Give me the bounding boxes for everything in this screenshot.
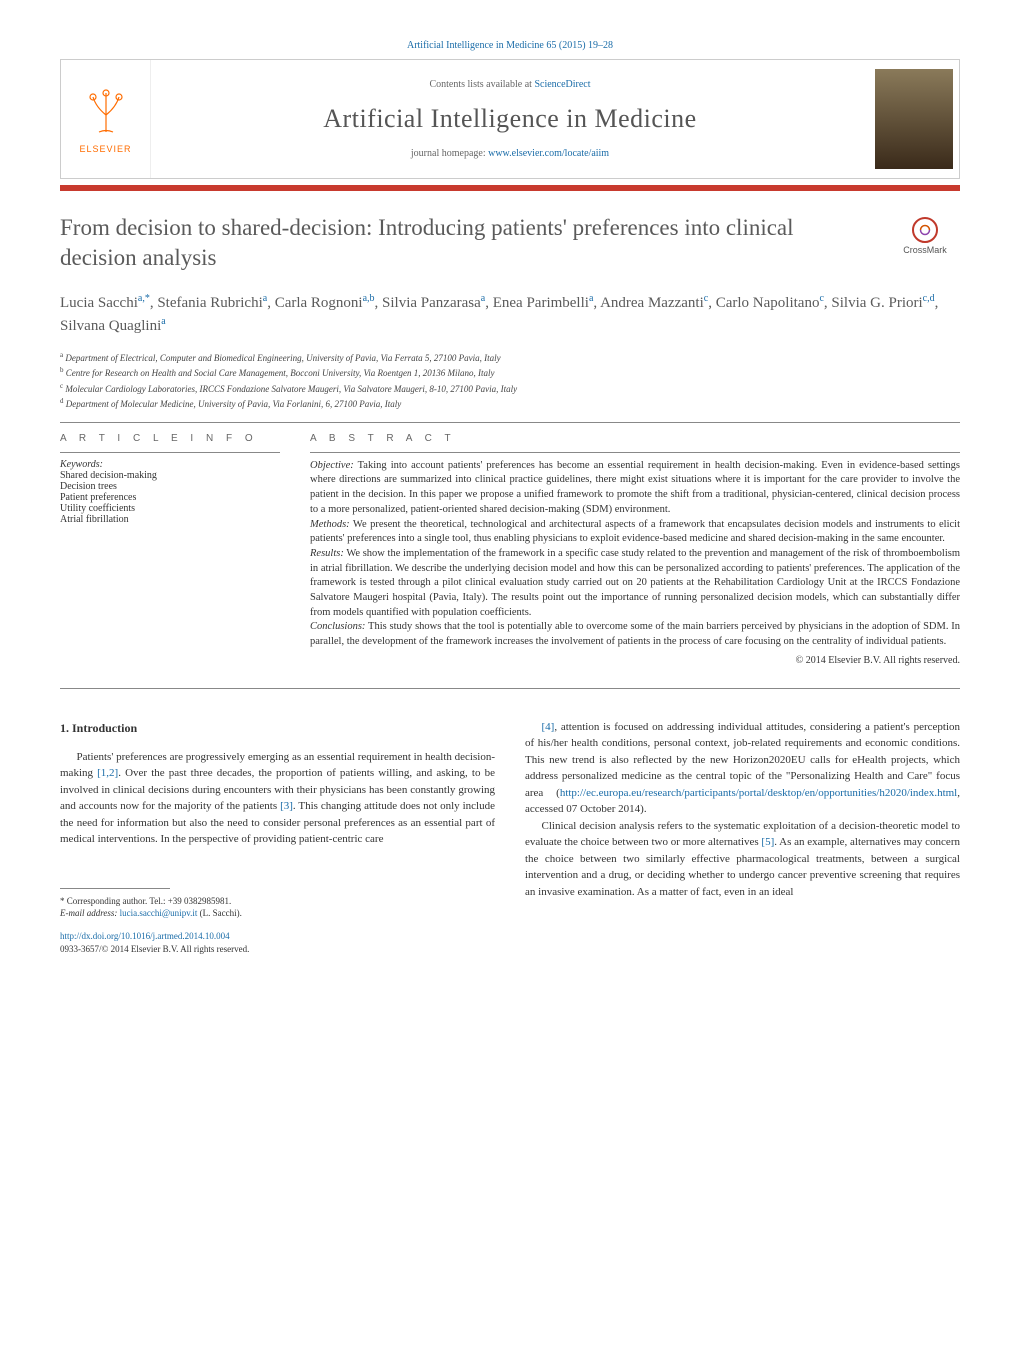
affiliation-item: b Centre for Research on Health and Soci… bbox=[60, 365, 960, 381]
abstract-label: A B S T R A C T bbox=[310, 433, 960, 444]
keywords-label: Keywords: bbox=[60, 452, 280, 470]
publisher-logo: ELSEVIER bbox=[61, 60, 151, 178]
doi-block: http://dx.doi.org/10.1016/j.artmed.2014.… bbox=[60, 930, 495, 957]
body-column-right: [4], attention is focused on addressing … bbox=[525, 719, 960, 957]
article-title: From decision to shared-decision: Introd… bbox=[60, 213, 870, 273]
abstract-conclusions: This study shows that the tool is potent… bbox=[310, 621, 960, 647]
journal-name: Artificial Intelligence in Medicine bbox=[161, 104, 859, 134]
issn-copyright: 0933-3657/© 2014 Elsevier B.V. All right… bbox=[60, 944, 249, 954]
body-column-left: 1. Introduction Patients' preferences ar… bbox=[60, 719, 495, 957]
sciencedirect-link[interactable]: ScienceDirect bbox=[534, 79, 590, 90]
accent-bar bbox=[60, 185, 960, 191]
article-info-label: A R T I C L E I N F O bbox=[60, 433, 280, 444]
affiliation-item: c Molecular Cardiology Laboratories, IRC… bbox=[60, 381, 960, 397]
keywords-container: Shared decision-makingDecision treesPati… bbox=[60, 470, 280, 525]
journal-cover bbox=[869, 60, 959, 178]
abstract-copyright: © 2014 Elsevier B.V. All rights reserved… bbox=[310, 654, 960, 668]
crossmark-badge[interactable]: CrossMark bbox=[890, 217, 960, 255]
abstract-text: Objective: Taking into account patients'… bbox=[310, 452, 960, 668]
citation-header: Artificial Intelligence in Medicine 65 (… bbox=[60, 40, 960, 51]
keyword-item: Atrial fibrillation bbox=[60, 514, 280, 525]
keyword-item: Utility coefficients bbox=[60, 503, 280, 514]
affiliation-item: d Department of Molecular Medicine, Univ… bbox=[60, 396, 960, 412]
keyword-item: Patient preferences bbox=[60, 492, 280, 503]
journal-homepage-link[interactable]: www.elsevier.com/locate/aiim bbox=[488, 148, 609, 159]
homepage-prefix: journal homepage: bbox=[411, 148, 488, 159]
footnote-separator bbox=[60, 888, 170, 889]
affiliations-list: a Department of Electrical, Computer and… bbox=[60, 350, 960, 412]
author-email-link[interactable]: lucia.sacchi@unipv.it bbox=[120, 908, 198, 918]
section-heading-introduction: 1. Introduction bbox=[60, 719, 495, 737]
abstract-objective: Taking into account patients' preference… bbox=[310, 460, 960, 515]
body-paragraph: Patients' preferences are progressively … bbox=[60, 749, 495, 848]
crossmark-icon bbox=[912, 217, 938, 243]
email-label: E-mail address: bbox=[60, 908, 120, 918]
affiliation-item: a Department of Electrical, Computer and… bbox=[60, 350, 960, 366]
email-suffix: (L. Sacchi). bbox=[197, 908, 241, 918]
corresponding-author-footnote: * Corresponding author. Tel.: +39 038298… bbox=[60, 895, 495, 920]
doi-link[interactable]: http://dx.doi.org/10.1016/j.artmed.2014.… bbox=[60, 931, 230, 941]
corresponding-line: * Corresponding author. Tel.: +39 038298… bbox=[60, 895, 495, 908]
publisher-name: ELSEVIER bbox=[79, 144, 131, 154]
crossmark-label: CrossMark bbox=[903, 245, 947, 255]
body-paragraph: [4], attention is focused on addressing … bbox=[525, 719, 960, 818]
cover-thumbnail bbox=[875, 69, 953, 169]
divider bbox=[60, 688, 960, 689]
journal-header-box: ELSEVIER Contents lists available at Sci… bbox=[60, 59, 960, 179]
keyword-item: Decision trees bbox=[60, 481, 280, 492]
divider bbox=[60, 422, 960, 423]
contents-available-line: Contents lists available at ScienceDirec… bbox=[161, 79, 859, 90]
abstract-methods: We present the theoretical, technologica… bbox=[310, 519, 960, 545]
journal-homepage-line: journal homepage: www.elsevier.com/locat… bbox=[161, 148, 859, 159]
body-paragraph: Clinical decision analysis refers to the… bbox=[525, 818, 960, 901]
elsevier-tree-icon bbox=[78, 85, 133, 140]
authors-list: Lucia Sacchia,*, Stefania Rubrichia, Car… bbox=[60, 291, 960, 338]
abstract-results: We show the implementation of the framew… bbox=[310, 548, 960, 618]
contents-prefix: Contents lists available at bbox=[429, 79, 534, 90]
keyword-item: Shared decision-making bbox=[60, 470, 280, 481]
